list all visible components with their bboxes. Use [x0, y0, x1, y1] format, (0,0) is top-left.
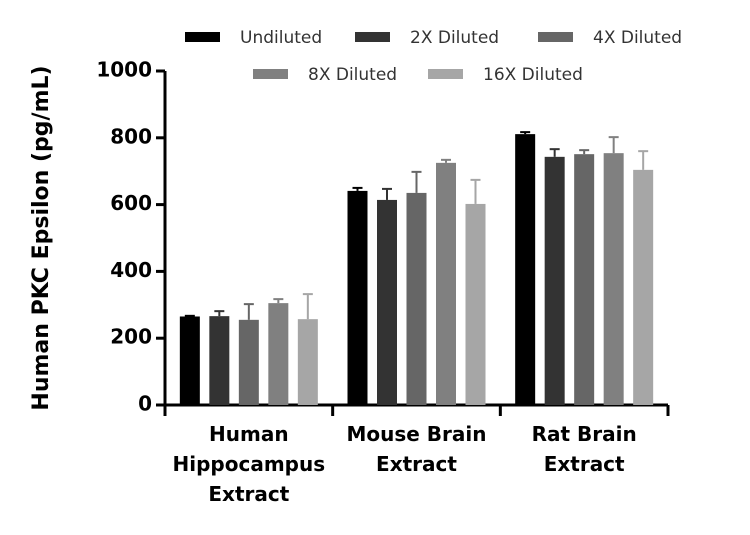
bar — [297, 319, 318, 405]
x-tick-label-line: Hippocampus — [173, 452, 326, 476]
legend-swatch — [253, 69, 288, 79]
y-tick-label: 200 — [110, 325, 152, 349]
legend-label: 8X Diluted — [308, 65, 397, 85]
x-tick-label-line: Extract — [544, 452, 625, 476]
y-axis-title: Human PKC Epsilon (pg/mL) — [29, 65, 54, 410]
legend-swatch — [538, 32, 573, 42]
legend-label: 2X Diluted — [410, 28, 499, 48]
error-bar — [273, 298, 284, 304]
legend-swatch — [185, 32, 220, 42]
error-bar — [243, 303, 254, 320]
error-bar — [549, 148, 560, 157]
error-bar — [441, 158, 451, 163]
y-tick-label: 0 — [138, 392, 152, 416]
bar — [179, 316, 200, 405]
bar — [238, 319, 259, 405]
x-tick-label-line: Extract — [208, 482, 289, 506]
error-bar — [608, 136, 619, 154]
bar — [574, 154, 595, 405]
error-bar — [184, 314, 195, 317]
bar — [268, 303, 289, 405]
y-tick-label: 400 — [110, 258, 152, 282]
x-tick-label: Rat Brain Extract — [532, 422, 637, 476]
error-bar — [470, 178, 481, 204]
error-bar — [411, 170, 422, 193]
error-bar — [382, 187, 392, 200]
error-bar — [214, 310, 225, 317]
bar — [377, 199, 397, 405]
legend-swatch — [355, 32, 390, 42]
x-tick-label: Mouse Brain Extract — [346, 422, 486, 476]
bar — [544, 156, 565, 405]
bar — [436, 162, 456, 405]
error-bar — [579, 149, 590, 155]
legend-swatch — [428, 69, 463, 79]
x-tick-label-line: Human — [209, 422, 289, 446]
bar — [347, 190, 368, 405]
x-tick-label-line: Mouse Brain — [346, 422, 486, 446]
legend-label: 16X Diluted — [483, 65, 583, 85]
x-tick-label-line: Extract — [376, 452, 457, 476]
legend-label: 4X Diluted — [593, 28, 682, 48]
y-tick-label: 800 — [110, 124, 152, 148]
bar — [406, 192, 427, 405]
bar — [633, 169, 654, 405]
bar — [465, 203, 486, 405]
error-bar — [352, 186, 363, 191]
x-tick-label: Human Hippocampus Extract — [173, 422, 326, 506]
bar — [209, 316, 230, 405]
legend-label: Undiluted — [240, 28, 322, 48]
error-bar — [520, 131, 531, 135]
error-bar — [638, 150, 649, 170]
bar — [515, 134, 536, 405]
y-tick-label: 1000 — [96, 58, 152, 82]
x-tick-label-line: Rat Brain — [532, 422, 637, 446]
error-bar — [302, 293, 313, 320]
y-tick-label: 600 — [110, 191, 152, 215]
bar — [603, 153, 624, 405]
